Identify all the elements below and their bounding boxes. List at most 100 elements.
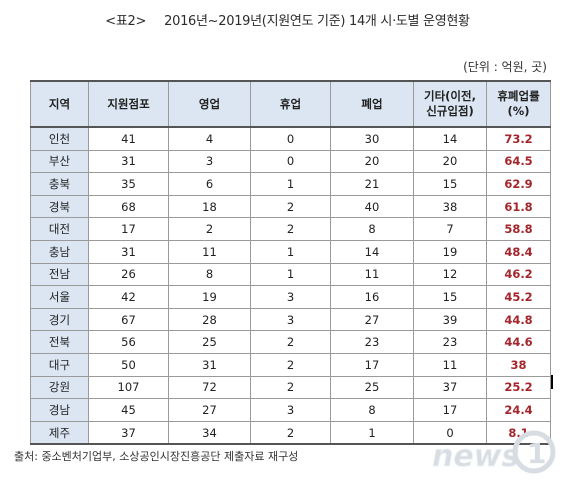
unit-note: (단위 : 억원, 곳) bbox=[463, 60, 547, 74]
region-cell: 제주 bbox=[30, 420, 89, 446]
closure-rate-cell: 61.8 bbox=[486, 194, 551, 219]
table-cell: 11 bbox=[413, 352, 487, 377]
table-cell: 1 bbox=[250, 262, 331, 287]
table-cell: 14 bbox=[330, 239, 414, 264]
header-region: 지역 bbox=[30, 80, 89, 128]
table-row: 경북 68 18 2 40 38 61.8 bbox=[30, 194, 551, 219]
table-cell: 56 bbox=[88, 330, 169, 354]
table-cell: 2 bbox=[250, 420, 331, 446]
closure-rate-cell: 44.6 bbox=[486, 330, 551, 354]
table-cell: 3 bbox=[250, 307, 331, 332]
closure-rate-cell: 24.4 bbox=[486, 398, 551, 422]
region-cell: 강원 bbox=[30, 375, 89, 400]
table-cell: 15 bbox=[413, 172, 487, 196]
table-row: 제주 37 34 2 1 0 8.1 bbox=[30, 420, 551, 446]
table-cell: 17 bbox=[413, 398, 487, 422]
region-cell: 인천 bbox=[30, 126, 89, 151]
closure-rate-cell: 25.2 bbox=[486, 375, 551, 400]
table-row: 충남 31 11 1 14 19 48.4 bbox=[30, 239, 551, 264]
table-cell: 2 bbox=[250, 375, 331, 400]
table-cell: 0 bbox=[250, 126, 331, 151]
table-cell: 23 bbox=[413, 330, 487, 354]
table-cell: 31 bbox=[168, 352, 251, 377]
closure-rate-cell: 38 bbox=[486, 352, 551, 377]
table-cell: 107 bbox=[88, 375, 169, 400]
table-body: 인천 41 4 0 30 14 73.2 부산 31 3 0 20 20 64.5 충북 35 6 1 21 15 62… bbox=[30, 126, 551, 446]
header-supported-stores: 지원점포 bbox=[88, 80, 169, 128]
table-cell: 45 bbox=[88, 398, 169, 422]
table-cell: 19 bbox=[413, 239, 487, 264]
closure-rate-cell: 58.8 bbox=[486, 217, 551, 241]
table-row: 부산 31 3 0 20 20 64.5 bbox=[30, 149, 551, 174]
table-cell: 38 bbox=[413, 194, 487, 219]
table-title: <표2> 2016년~2019년(지원연도 기준) 14개 시·도별 운영현황 bbox=[0, 10, 575, 29]
table-cell: 14 bbox=[413, 126, 487, 151]
table-row: 인천 41 4 0 30 14 73.2 bbox=[30, 126, 551, 151]
table-row: 강원 107 72 2 25 37 25.2 bbox=[30, 375, 551, 400]
table-cell: 16 bbox=[330, 285, 414, 309]
svg-text:news: news bbox=[432, 439, 519, 474]
region-cell: 서울 bbox=[30, 285, 89, 309]
table-cell: 0 bbox=[413, 420, 487, 446]
header-closed: 폐업 bbox=[330, 80, 414, 128]
table-cell: 23 bbox=[330, 330, 414, 354]
header-suspended: 휴업 bbox=[250, 80, 331, 128]
table-cell: 28 bbox=[168, 307, 251, 332]
closure-rate-cell: 44.8 bbox=[486, 307, 551, 332]
table-cell: 12 bbox=[413, 262, 487, 287]
table-row: 전북 56 25 2 23 23 44.6 bbox=[30, 330, 551, 354]
table-cell: 3 bbox=[168, 149, 251, 174]
table-cell: 3 bbox=[250, 398, 331, 422]
news1-logo: news 1 bbox=[432, 430, 556, 475]
table-cell: 11 bbox=[330, 262, 414, 287]
table-cell: 21 bbox=[330, 172, 414, 196]
table-cell: 2 bbox=[250, 352, 331, 377]
table-cell: 39 bbox=[413, 307, 487, 332]
closure-rate-cell: 64.5 bbox=[486, 149, 551, 174]
table-cell: 34 bbox=[168, 420, 251, 446]
table-cell: 8 bbox=[330, 217, 414, 241]
table-cell: 4 bbox=[168, 126, 251, 151]
header-closure-rate: 휴폐업률 (%) bbox=[486, 80, 551, 128]
closure-rate-cell: 45.2 bbox=[486, 285, 551, 309]
table-cell: 41 bbox=[88, 126, 169, 151]
table-cell: 2 bbox=[250, 330, 331, 354]
table-cell: 8 bbox=[330, 398, 414, 422]
table-row: 대구 50 31 2 17 11 38 bbox=[30, 352, 551, 377]
table-cell: 20 bbox=[413, 149, 487, 174]
table-cell: 7 bbox=[413, 217, 487, 241]
table-cell: 19 bbox=[168, 285, 251, 309]
table-cell: 1 bbox=[250, 172, 331, 196]
closure-rate-cell: 46.2 bbox=[486, 262, 551, 287]
table-header-row: 지역 지원점포 영업 휴업 폐업 기타(이전, 신규입점) 휴폐업률 (%) bbox=[30, 80, 551, 128]
table-cell: 8 bbox=[168, 262, 251, 287]
table-cell: 26 bbox=[88, 262, 169, 287]
table-row: 경남 45 27 3 8 17 24.4 bbox=[30, 398, 551, 422]
table-cell: 31 bbox=[88, 149, 169, 174]
operation-status-table: 지역 지원점포 영업 휴업 폐업 기타(이전, 신규입점) 휴폐업률 (%) 인천 41 4 0 3… bbox=[30, 80, 551, 446]
region-cell: 전북 bbox=[30, 330, 89, 354]
table-cell: 25 bbox=[168, 330, 251, 354]
header-other: 기타(이전, 신규입점) bbox=[413, 80, 487, 128]
table-cell: 37 bbox=[413, 375, 487, 400]
region-cell: 경기 bbox=[30, 307, 89, 332]
svg-text:1: 1 bbox=[527, 437, 546, 470]
table-cell: 72 bbox=[168, 375, 251, 400]
table-cell: 18 bbox=[168, 194, 251, 219]
table-cell: 68 bbox=[88, 194, 169, 219]
closure-rate-cell: 48.4 bbox=[486, 239, 551, 264]
source-note: 출처: 중소벤처기업부, 소상공인시장진흥공단 제출자료 재구성 bbox=[14, 450, 299, 463]
table-cell: 31 bbox=[88, 239, 169, 264]
table-cell: 2 bbox=[250, 194, 331, 219]
table-cell: 40 bbox=[330, 194, 414, 219]
table-cell: 27 bbox=[330, 307, 414, 332]
table-title-text: 2016년~2019년(지원연도 기준) 14개 시·도별 운영현황 bbox=[164, 14, 470, 29]
table-row: 경기 67 28 3 27 39 44.8 bbox=[30, 307, 551, 332]
closure-rate-cell: 62.9 bbox=[486, 172, 551, 196]
region-cell: 부산 bbox=[30, 149, 89, 174]
table-cell: 27 bbox=[168, 398, 251, 422]
closure-rate-cell: 73.2 bbox=[486, 126, 551, 151]
region-cell: 충남 bbox=[30, 239, 89, 264]
table-cell: 42 bbox=[88, 285, 169, 309]
table-cell: 17 bbox=[330, 352, 414, 377]
